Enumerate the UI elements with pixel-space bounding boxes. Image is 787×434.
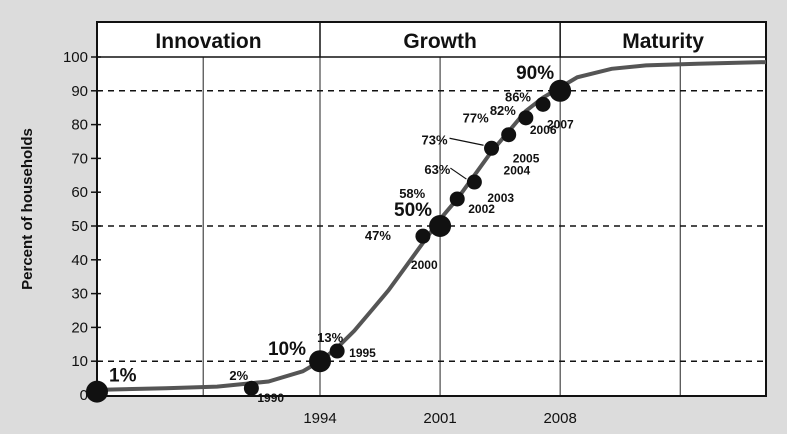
x-tick-label: 1994 [303, 410, 336, 427]
data-label-percent: 50% [394, 200, 432, 221]
data-label-percent: 47% [365, 228, 391, 243]
data-point-1981 [86, 380, 108, 403]
x-tick-label: 2001 [423, 410, 456, 427]
label-pointer-arrow [449, 137, 484, 146]
label-pointer-arrow [450, 167, 467, 180]
y-tick-label: 60 [71, 184, 88, 201]
plot-border [96, 21, 767, 397]
data-point-2008 [549, 79, 572, 102]
data-label-year: 2003 [487, 191, 514, 205]
data-label-year: 2002 [468, 202, 495, 216]
data-point-2002 [449, 191, 465, 207]
data-label-percent: 2% [229, 368, 248, 383]
data-label-year: 1990 [257, 391, 284, 405]
data-label-year: 2005 [513, 152, 540, 166]
y-tick-label: 30 [71, 286, 88, 303]
data-point-1995 [329, 343, 345, 359]
y-tick-label: 10 [71, 353, 88, 370]
data-point-2001 [429, 215, 452, 237]
data-label-percent: 63% [424, 162, 450, 177]
data-point-2004 [484, 140, 500, 156]
data-point-1990 [243, 380, 259, 396]
data-label-percent: 90% [516, 63, 554, 84]
data-label-year: 2000 [411, 258, 438, 272]
phase-label-growth: Growth [403, 30, 477, 53]
phase-label-innovation: Innovation [155, 30, 261, 53]
y-tick-label: 90 [71, 83, 88, 100]
y-tick-label: 70 [71, 150, 88, 167]
data-point-2006 [518, 110, 534, 126]
data-label-percent: 82% [490, 103, 516, 118]
data-point-2000 [415, 228, 431, 244]
data-label-year: 2007 [547, 117, 574, 131]
data-point-1994 [309, 350, 331, 373]
phase-header: Innovation Growth Maturity [97, 22, 766, 58]
data-label-year: 2004 [504, 163, 531, 177]
y-axis-label: Percent of households [19, 128, 36, 290]
data-label-percent: 86% [505, 89, 531, 104]
data-labels: 1% 2% 1990 10% 13% 1995 47% 2000 50%58% 2002 63% 20… [109, 63, 574, 405]
plot-area [97, 22, 766, 396]
y-tick-label: 100 [63, 49, 88, 66]
data-label-percent: 10% [268, 339, 306, 360]
data-label-percent: 1% [109, 366, 137, 387]
data-label-percent: 13% [317, 330, 343, 345]
data-point-2005 [501, 127, 517, 143]
data-points [86, 79, 572, 403]
y-tick-label: 80 [71, 117, 88, 134]
data-label-percent: 73% [422, 132, 448, 147]
phase-label-maturity: Maturity [622, 30, 704, 53]
data-label-percent: 58% [399, 186, 425, 201]
data-label-year: 2006 [530, 123, 557, 137]
x-tick-label: 2008 [543, 410, 576, 427]
data-label-year: 1995 [349, 346, 376, 360]
y-tick-label: 40 [71, 252, 88, 269]
y-tick-label: 20 [71, 319, 88, 336]
data-point-2007 [535, 96, 551, 112]
y-tick-label: 0 [80, 387, 88, 404]
data-point-2003 [466, 174, 482, 190]
y-tick-label: 50 [71, 218, 88, 235]
data-label-percent: 77% [463, 111, 489, 126]
